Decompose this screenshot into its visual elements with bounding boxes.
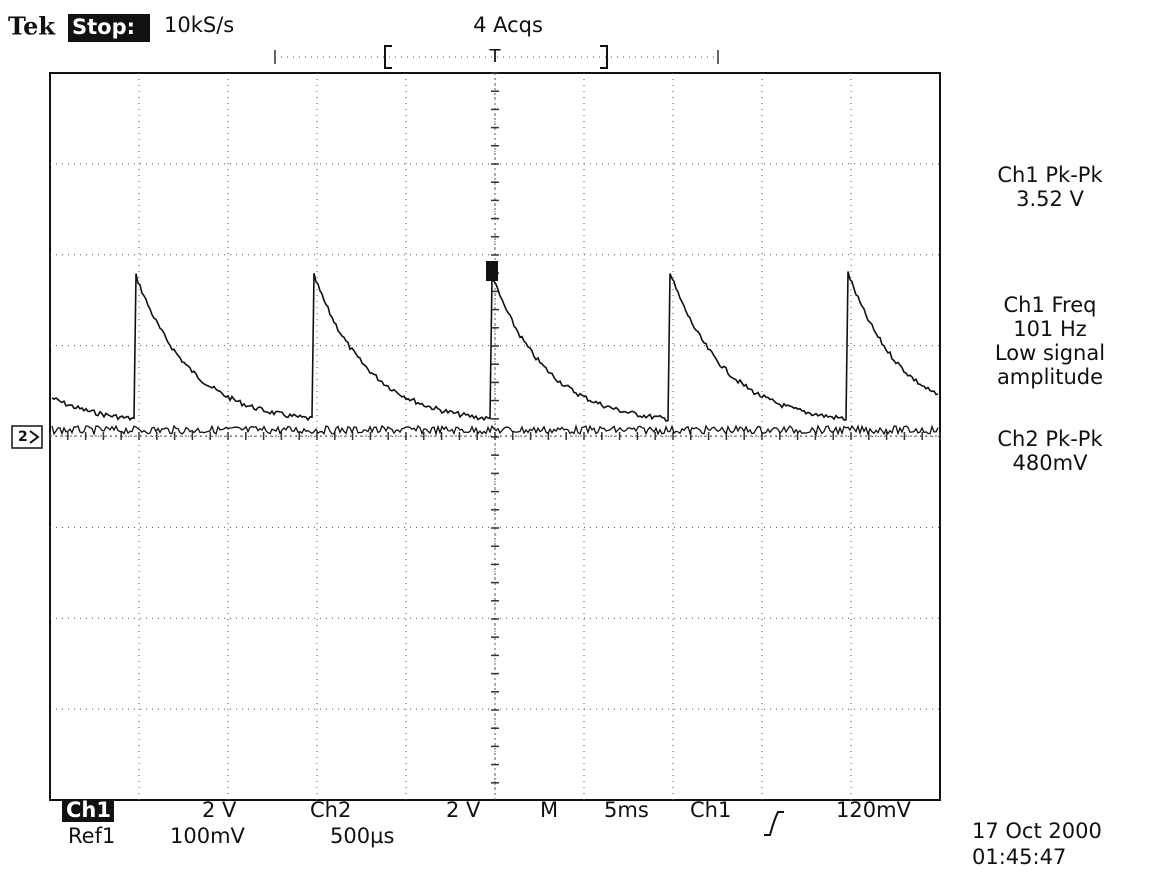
footer-field: 2 V — [202, 798, 237, 822]
trigger-level-marker — [486, 261, 498, 281]
record-bracket — [384, 45, 608, 69]
acquisitions: 4 Acqs — [473, 13, 543, 37]
measurement-label: Ch1 Pk-Pk — [997, 163, 1103, 187]
footer-field: 5ms — [604, 798, 649, 822]
date: 17 Oct 2000 — [972, 819, 1102, 843]
ch1-badge — [62, 800, 114, 822]
channel-marker-box — [11, 425, 43, 449]
sample-rate: 10kS/s — [164, 13, 234, 37]
channel-arrow — [29, 430, 40, 444]
ch1-trace — [51, 271, 939, 423]
footer-field: Ref1 — [68, 824, 115, 848]
footer-field: Ch1 — [690, 798, 731, 822]
trigger-slope — [764, 811, 784, 836]
measurement-value: Low signal — [995, 341, 1105, 365]
measurement-value: 480mV — [1013, 451, 1089, 475]
measurement-value: amplitude — [997, 365, 1103, 389]
footer-field: 100mV — [170, 824, 246, 848]
ch2-trace — [51, 424, 939, 437]
status-box — [68, 14, 150, 42]
footer: Ch1 2 V Ch2 2 V M 5ms Ch1 120mV Ref1 100mV 500µs — [66, 798, 912, 848]
measurement-label: Ch2 Pk-Pk — [997, 427, 1103, 451]
footer-field: M — [540, 798, 558, 822]
measurement-label: Ch1 Freq — [1004, 293, 1097, 317]
footer-field: 2 V — [446, 798, 481, 822]
channel-marker: 2 — [18, 429, 28, 445]
measurement-value: 101 Hz — [1013, 317, 1087, 341]
graticule — [49, 72, 941, 800]
footer-field: Ch2 — [310, 798, 351, 822]
footer-field: Ch1 — [66, 798, 111, 822]
footer-field: 500µs — [330, 824, 394, 848]
brand: Tek — [8, 12, 56, 41]
footer-field: 120mV — [836, 798, 912, 822]
measurement-value: 3.52 V — [1016, 187, 1084, 211]
time: 01:45:47 — [972, 845, 1066, 869]
status: Stop: — [72, 15, 135, 39]
trigger-position: T — [489, 46, 502, 67]
